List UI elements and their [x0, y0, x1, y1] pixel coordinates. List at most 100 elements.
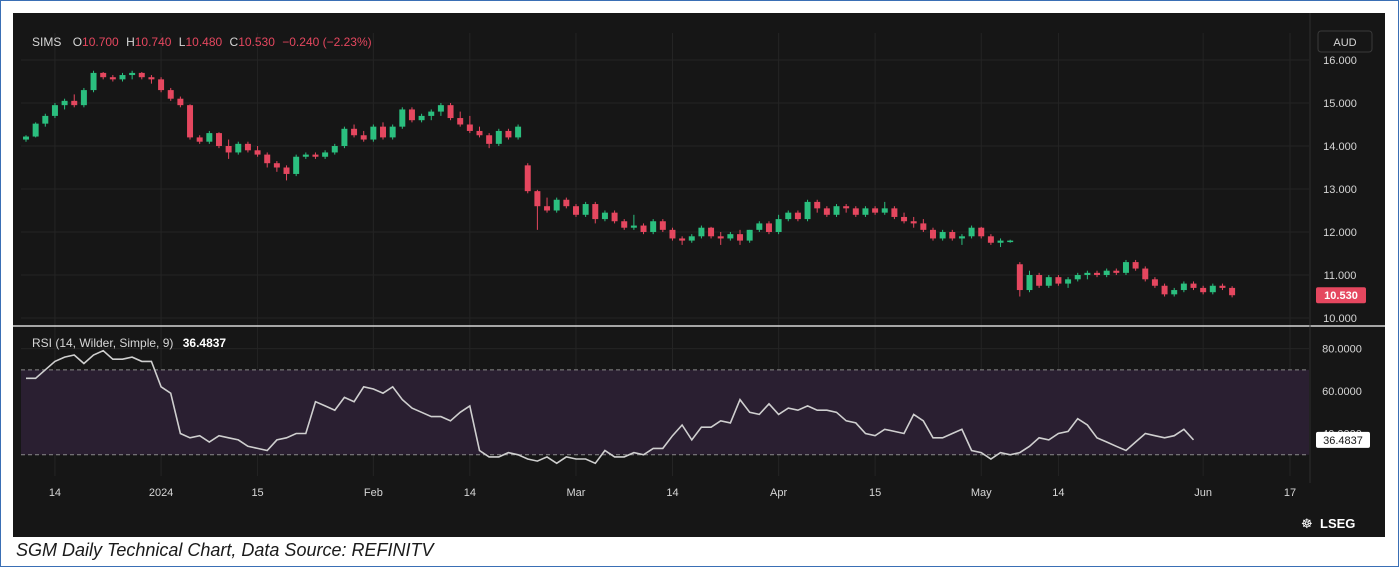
price-tick-label: 16.000: [1323, 55, 1357, 67]
candle-body: [1122, 262, 1129, 273]
candle: [380, 122, 386, 140]
candle: [408, 107, 415, 123]
candle-body: [1113, 270, 1120, 273]
candle-body: [843, 206, 850, 209]
candle-body: [1190, 283, 1197, 288]
candle: [659, 219, 666, 232]
candle-body: [370, 126, 377, 140]
price-tick-label: 11.000: [1324, 270, 1357, 282]
candle: [119, 72, 126, 82]
candle: [206, 130, 213, 144]
legend-row: SIMS O10.700 H10.740 L10.480 C10.530 −0.…: [32, 35, 372, 49]
candle: [630, 214, 637, 230]
candle-body: [1180, 283, 1187, 291]
candle: [737, 229, 744, 245]
candle-body: [553, 199, 560, 211]
chart-canvas[interactable]: 10.000 11.000 12.000 13.000 14.000 15.000 16.0…: [13, 13, 1385, 537]
lseg-logo: ☸ LSEG: [1301, 516, 1355, 531]
candle-body: [187, 105, 194, 138]
candle: [71, 94, 78, 108]
candle: [341, 126, 348, 149]
candle-body: [978, 227, 985, 237]
candle: [650, 219, 657, 235]
candle: [148, 75, 155, 84]
candle: [1132, 259, 1139, 271]
candle-body: [1103, 270, 1110, 275]
candle: [1229, 286, 1236, 298]
price-axis[interactable]: 10.000 11.000 12.000 13.000 14.000 15.000 16.0…: [1323, 55, 1357, 325]
time-tick-label: 17: [1284, 487, 1296, 499]
candle: [293, 154, 300, 177]
candle: [32, 122, 39, 138]
candle: [437, 103, 444, 116]
candle-body: [862, 208, 869, 215]
candle-body: [148, 77, 155, 80]
candle: [399, 107, 406, 129]
candle: [428, 109, 435, 121]
candle-body: [563, 199, 570, 207]
candle: [302, 152, 309, 159]
time-tick-label: May: [971, 487, 992, 499]
candle: [389, 124, 396, 140]
candle-body: [958, 236, 965, 239]
candle-body: [737, 234, 744, 241]
time-tick-label: Feb: [364, 487, 383, 499]
candle: [688, 234, 695, 243]
candle-body: [293, 156, 300, 174]
candle: [775, 214, 782, 235]
time-tick-label: Mar: [567, 487, 586, 499]
candle-body: [1074, 275, 1081, 280]
candle-body: [1055, 277, 1062, 284]
currency-label: AUD: [1333, 37, 1356, 49]
currency-button[interactable]: AUD: [1317, 30, 1373, 53]
candle: [843, 204, 850, 213]
chart-panel: 10.000 11.000 12.000 13.000 14.000 15.000 16.0…: [13, 13, 1385, 537]
time-axis[interactable]: 14 2024 15 Feb 14 Mar 14 Apr 15 May 14 Jun 17: [49, 487, 1296, 499]
candle: [312, 152, 319, 159]
candle-body: [51, 105, 58, 116]
candle-body: [1016, 264, 1023, 291]
candle-body: [572, 206, 579, 215]
close-value: 10.530: [238, 35, 275, 49]
candle: [457, 111, 464, 127]
candle-body: [727, 234, 734, 239]
candle: [254, 146, 261, 157]
candle-body: [544, 206, 551, 211]
candle: [90, 70, 97, 93]
candle: [930, 227, 936, 241]
rsi-legend: RSI (14, Wilder, Simple, 9) 36.4837: [32, 336, 226, 350]
candle: [1074, 272, 1081, 282]
candle: [611, 210, 618, 224]
candle-body: [331, 146, 338, 153]
candle-body: [659, 221, 666, 230]
candle-body: [351, 128, 358, 136]
candle-body: [852, 208, 859, 215]
time-tick-label: 15: [869, 487, 881, 499]
candle-body: [312, 154, 319, 157]
candle: [881, 201, 888, 215]
candle: [592, 201, 599, 224]
candle-body: [418, 115, 425, 121]
high-value: 10.740: [135, 35, 172, 49]
candle: [833, 204, 840, 217]
candle: [524, 163, 531, 194]
rsi-label: RSI (14, Wilder, Simple, 9): [32, 336, 173, 350]
candle: [1084, 270, 1091, 280]
candle-body: [129, 72, 136, 76]
candle-body: [939, 232, 946, 239]
candle-body: [206, 133, 213, 142]
rsi-line: [26, 349, 1195, 465]
candle-body: [389, 126, 396, 138]
candle: [746, 229, 753, 243]
candle-body: [437, 105, 444, 112]
candle-body: [987, 236, 994, 243]
price-tick-label: 10.000: [1323, 313, 1357, 325]
candle: [572, 204, 579, 217]
candle: [1180, 281, 1187, 293]
candle: [515, 124, 522, 140]
candle-body: [215, 133, 222, 146]
candle: [167, 87, 174, 101]
time-tick-label: 14: [1052, 487, 1064, 499]
candle-body: [1084, 272, 1091, 275]
